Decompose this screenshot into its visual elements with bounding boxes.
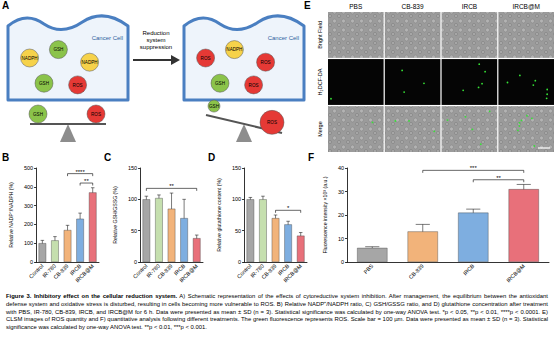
svg-text:GSH: GSH (215, 81, 225, 86)
svg-text:Cancer Cell: Cancer Cell (268, 35, 299, 41)
svg-text:CB-839: CB-839 (260, 263, 277, 280)
svg-text:IRCB: IRCB (462, 3, 478, 10)
svg-text:150: 150 (232, 165, 241, 171)
svg-text:PBS: PBS (349, 3, 363, 10)
svg-text:GSH: GSH (209, 104, 219, 109)
svg-text:*: * (287, 205, 290, 211)
svg-text:100: 100 (24, 240, 33, 246)
svg-text:100: 100 (128, 196, 137, 202)
svg-text:20: 20 (338, 212, 344, 218)
svg-text:****: **** (75, 169, 85, 175)
svg-text:H₂DCF-DA: H₂DCF-DA (317, 68, 323, 95)
svg-text:ROS: ROS (73, 83, 83, 88)
svg-text:Reduction: Reduction (142, 30, 169, 36)
svg-text:IRCB@M: IRCB@M (74, 263, 95, 284)
svg-text:GSH: GSH (33, 112, 43, 117)
svg-text:ROS: ROS (267, 120, 277, 125)
svg-text:300: 300 (24, 203, 33, 209)
svg-text:system: system (146, 37, 165, 43)
svg-text:Fluorescence intensity ×10³ (a: Fluorescence intensity ×10³ (a.u.) (322, 176, 328, 253)
svg-text:ROS: ROS (201, 56, 211, 61)
html-text:F: F (308, 152, 315, 163)
svg-text:PBS: PBS (362, 263, 374, 275)
svg-text:ROS: ROS (249, 83, 259, 88)
svg-text:ROS: ROS (261, 60, 271, 65)
svg-text:IRCB@M: IRCB@M (178, 263, 199, 284)
svg-text:Relative NADP⁺/NADPH (%): Relative NADP⁺/NADPH (%) (8, 182, 14, 248)
svg-text:0: 0 (341, 259, 344, 265)
html-text:C: C (104, 152, 112, 163)
html-text:E: E (304, 0, 311, 11)
svg-text:Control: Control (236, 263, 253, 280)
svg-text:IR-780: IR-780 (249, 262, 266, 279)
svg-text:40: 40 (338, 165, 344, 171)
html-text:B: B (2, 152, 10, 163)
svg-text:IRCB@M: IRCB@M (282, 263, 303, 284)
svg-text:0: 0 (238, 259, 241, 265)
svg-text:GSH: GSH (53, 47, 63, 52)
svg-text:IR-780: IR-780 (145, 262, 162, 279)
svg-text:400: 400 (24, 184, 33, 190)
svg-text:Control: Control (132, 263, 149, 280)
html-text:A: A (2, 0, 10, 11)
svg-text:IR-780: IR-780 (41, 262, 58, 279)
svg-text:NADPH: NADPH (82, 60, 98, 65)
svg-text:150: 150 (128, 165, 137, 171)
svg-text:500: 500 (24, 165, 33, 171)
svg-text:30: 30 (338, 189, 344, 195)
html-text:Figure 3. Inhibitory effect on: Figure 3. Inhibitory effect on the cellu… (6, 293, 548, 331)
svg-text:CB-839: CB-839 (156, 263, 173, 280)
svg-text:ROS: ROS (91, 112, 101, 117)
svg-text:***: *** (470, 165, 478, 171)
svg-text:NADPH: NADPH (226, 47, 242, 52)
svg-text:suppression: suppression (140, 44, 172, 50)
svg-text:**: ** (169, 183, 174, 189)
svg-text:CB-839: CB-839 (402, 3, 424, 10)
svg-text:Cancer Cell: Cancer Cell (92, 35, 123, 41)
svg-text:Relative glutathione content (: Relative glutathione content (%) (216, 178, 222, 252)
svg-text:200: 200 (24, 221, 33, 227)
svg-text:**: ** (496, 175, 501, 181)
svg-text:Relative GSH/GSSG (%): Relative GSH/GSSG (%) (112, 186, 118, 244)
svg-text:**: ** (84, 178, 89, 184)
svg-text:CB-839: CB-839 (407, 263, 424, 280)
svg-text:IRCB@M: IRCB@M (505, 263, 526, 284)
svg-text:Bright Field: Bright Field (317, 21, 323, 49)
svg-text:CB-839: CB-839 (52, 263, 69, 280)
svg-text:GSH: GSH (39, 81, 49, 86)
svg-text:IRCB@M: IRCB@M (512, 3, 540, 10)
svg-text:NADPH: NADPH (22, 56, 38, 61)
svg-text:0: 0 (30, 259, 33, 265)
svg-text:100: 100 (232, 196, 241, 202)
svg-text:50: 50 (235, 228, 241, 234)
svg-text:Merge: Merge (317, 121, 323, 137)
svg-text:Control: Control (28, 263, 45, 280)
svg-text:IRCB: IRCB (462, 263, 476, 277)
svg-text:0: 0 (134, 259, 137, 265)
svg-text:10: 10 (338, 236, 344, 242)
svg-text:50: 50 (131, 228, 137, 234)
html-text:D: D (208, 152, 216, 163)
